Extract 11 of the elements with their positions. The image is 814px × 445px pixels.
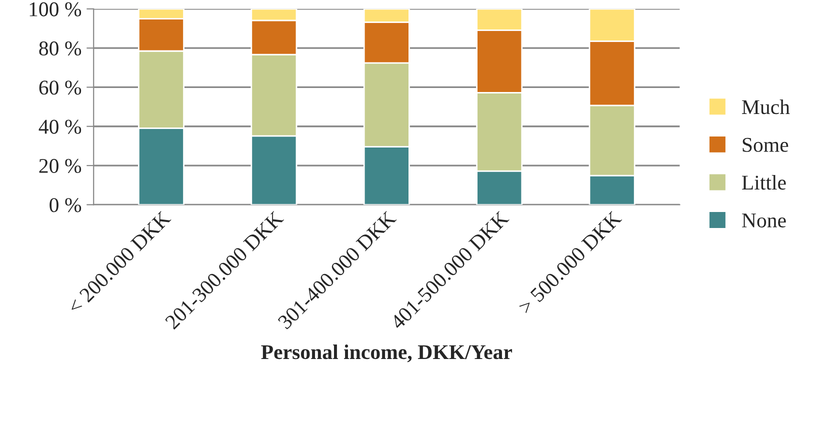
y-tick-label: 80 % [39, 41, 82, 56]
y-tick-label: 20 % [39, 158, 82, 174]
x-axis-title: Personal income, DKK/Year [261, 344, 512, 362]
y-tick-label: 0 % [50, 198, 82, 212]
legend-label: Little [742, 175, 786, 190]
y-tick-label: 60 % [39, 80, 82, 95]
y-tick-label: 40 % [38, 120, 82, 134]
legend-label: None [742, 214, 786, 228]
legend-label: Some [742, 138, 788, 152]
y-tick-label: 100 % [30, 2, 82, 16]
legend-label: Much [742, 100, 790, 114]
